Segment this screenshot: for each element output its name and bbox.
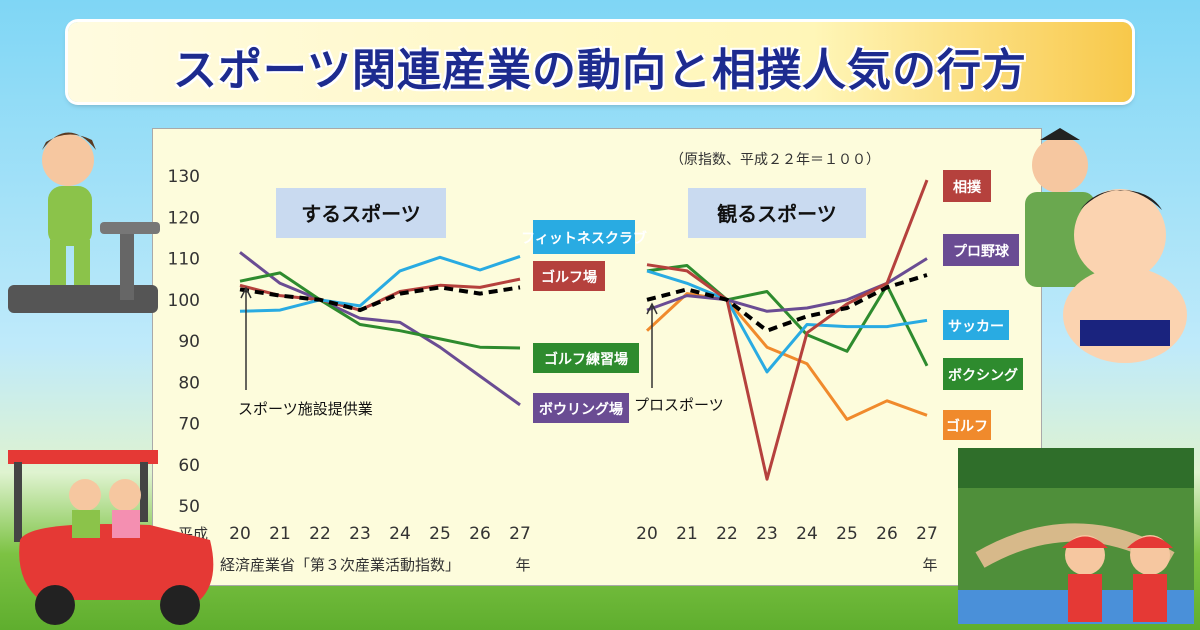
x-tick-label-right: 20 — [636, 524, 658, 544]
series-label-box — [943, 234, 1019, 266]
callout-arrow-left — [240, 286, 252, 299]
x-tick-label-left: 22 — [309, 524, 331, 544]
series-label: サッカー — [948, 319, 1004, 335]
page-title: スポーツ関連産業の動向と相撲人気の行方 — [172, 45, 1028, 96]
y-tick-label: 100 — [168, 291, 200, 311]
series-label-box — [943, 310, 1009, 340]
series-label-box — [533, 261, 605, 291]
x-tick-label-right: 26 — [876, 524, 898, 544]
aggregate-label-right: プロスポーツ — [634, 396, 724, 414]
series-label-box — [533, 220, 635, 254]
x-tick-label-right: 23 — [756, 524, 778, 544]
series-line — [646, 179, 929, 481]
series-label-box — [943, 358, 1023, 390]
series-label: ボウリング場 — [539, 401, 623, 418]
y-tick-label: 90 — [178, 332, 200, 352]
series-label-box — [943, 410, 991, 440]
x-tick-label-left: 27 — [509, 524, 531, 544]
panel-title: 観るスポーツ — [717, 202, 837, 226]
x-tick-label-right: 27 — [916, 524, 938, 544]
y-tick-label: 70 — [178, 415, 200, 435]
series-line — [646, 264, 929, 367]
x-tick-label-right: 21 — [676, 524, 698, 544]
series-line — [646, 269, 928, 374]
series-label-box — [943, 170, 991, 202]
series-line — [645, 292, 928, 421]
title-banner: スポーツ関連産業の動向と相撲人気の行方 — [68, 22, 1132, 102]
series-line — [239, 251, 521, 407]
y-tick-label: 110 — [168, 250, 200, 270]
series-label: ゴルフ練習場 — [544, 351, 628, 368]
index-note: （原指数、平成２２年＝１００） — [670, 152, 880, 168]
series-label: ボクシング — [948, 367, 1018, 384]
x-unit-right: 年 — [922, 556, 937, 574]
series-label: フィットネスクラブ — [521, 230, 647, 247]
panel-title-box — [276, 188, 446, 238]
y-tick-label: 130 — [168, 167, 200, 187]
series-label: 相撲 — [953, 179, 982, 196]
callout-arrow-right — [646, 302, 658, 315]
x-tick-label-left: 20 — [229, 524, 251, 544]
x-tick-label-left: 23 — [349, 524, 371, 544]
series-label: ゴルフ場 — [541, 269, 597, 286]
x-tick-label-right: 22 — [716, 524, 738, 544]
series-label-box — [533, 343, 639, 373]
series-line — [646, 273, 928, 333]
y-tick-label: 60 — [178, 456, 200, 476]
panel-title-box — [688, 188, 866, 238]
y-tick-label: 120 — [168, 208, 200, 228]
x-tick-label-left: 21 — [269, 524, 291, 544]
series-line — [239, 271, 521, 350]
aggregate-label-left: スポーツ施設提供業 — [238, 400, 373, 418]
panel-title: するスポーツ — [301, 202, 421, 226]
series-label-box — [533, 393, 629, 423]
series-label: プロ野球 — [953, 243, 1010, 260]
source-note: ：経済産業省「第３次産業活動指数」 — [205, 556, 460, 574]
y-tick-label: 50 — [178, 497, 200, 517]
x-unit-left: 年 — [515, 556, 530, 574]
y-tick-label: 80 — [178, 373, 200, 393]
x-tick-label-right: 25 — [836, 524, 858, 544]
x-tick-label-left: 26 — [469, 524, 491, 544]
x-era-label: 平成 — [178, 525, 208, 543]
x-tick-label-left: 24 — [389, 524, 411, 544]
x-tick-label-right: 24 — [796, 524, 818, 544]
series-label: ゴルフ — [946, 418, 988, 435]
series-line — [239, 254, 521, 313]
x-tick-label-left: 25 — [429, 524, 451, 544]
series-line — [239, 285, 521, 313]
